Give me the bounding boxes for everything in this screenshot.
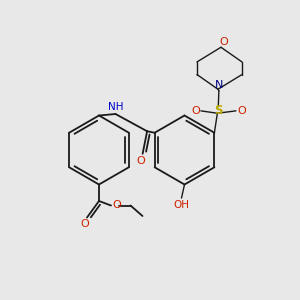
Text: O: O [112,200,121,211]
Text: O: O [191,106,200,116]
Text: N: N [215,80,223,90]
Text: O: O [219,37,228,47]
Text: NH: NH [108,102,124,112]
Text: O: O [80,219,89,229]
Text: O: O [137,156,146,166]
Text: OH: OH [173,200,190,211]
Text: O: O [237,106,246,116]
Text: S: S [214,104,223,117]
